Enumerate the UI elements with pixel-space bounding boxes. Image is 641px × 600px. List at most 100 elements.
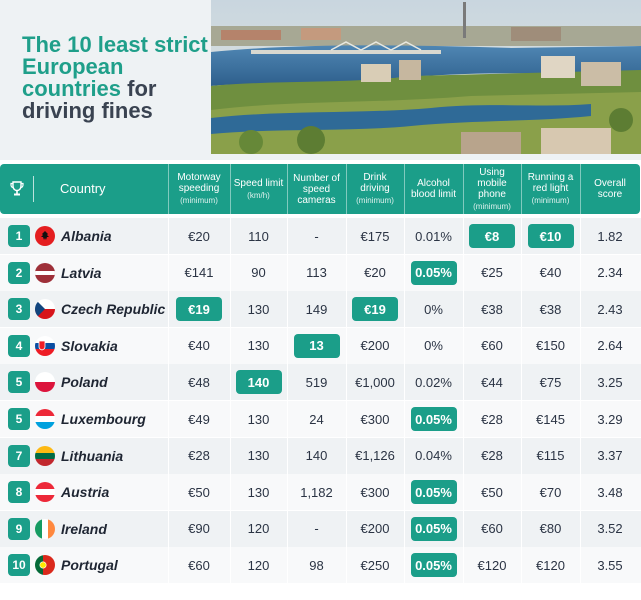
cell-overall: 3.25: [580, 364, 640, 400]
cell-overall: 2.64: [580, 328, 640, 364]
cell-speed-limit: 120: [230, 511, 287, 547]
cell-value: €90: [188, 521, 210, 537]
cell-value: €120: [536, 557, 565, 573]
cell-motorway: €90: [168, 511, 230, 547]
country-name: Latvia: [61, 264, 102, 281]
cell-alcohol: 0%: [404, 328, 463, 364]
header-motorway-sub: (minimum): [180, 196, 218, 205]
highlight-value: 13: [293, 333, 340, 358]
slovakia-flag-icon: [35, 335, 55, 356]
cell-alcohol: 0%: [404, 291, 463, 327]
cell-cameras: -: [287, 218, 346, 254]
table-row: 2 Latvia €141 90 113 €20 0.05% €25 €40 2.34: [0, 254, 641, 291]
cell-motorway: €49: [168, 401, 230, 437]
cell-phone: €50: [463, 474, 521, 510]
cell-red-light: €150: [521, 328, 580, 364]
rank-badge: 2: [8, 261, 30, 284]
cell-cameras: 1,182: [287, 474, 346, 510]
header-cameras: Number of speed cameras: [287, 164, 346, 214]
cell-value: 130: [247, 484, 270, 500]
header-red-light-label: Running a red light: [527, 172, 574, 194]
header-speed-limit-label: Speed limit: [233, 177, 284, 189]
table-row: 8 Austria €50 130 1,182 €300 0.05% €50 €70 3.48: [0, 474, 641, 511]
cell-speed-limit: 130: [230, 474, 287, 510]
cell-value: 130: [247, 411, 270, 427]
country-name: Ireland: [61, 520, 107, 537]
cell-phone: €28: [463, 401, 521, 437]
cell-value: 140: [305, 448, 328, 464]
highlight-value: 0.05%: [410, 407, 457, 431]
cell-value: €141: [184, 265, 214, 281]
cell-value: 3.48: [597, 484, 623, 500]
header-speed-limit: Speed limit (km/h): [230, 164, 287, 214]
cell-value: 3.37: [597, 448, 623, 464]
cell-drink: €175: [346, 218, 404, 254]
cell-value: €49: [188, 411, 210, 427]
cell-phone: €60: [463, 511, 521, 547]
cell-motorway: €19: [168, 291, 230, 327]
cell-phone: €60: [463, 328, 521, 364]
cell-value: €50: [188, 484, 210, 500]
cell-motorway: €60: [168, 547, 230, 583]
cell-drink: €300: [346, 401, 404, 437]
highlight-value: 140: [235, 370, 282, 395]
rank-badge: 9: [8, 517, 30, 540]
header-separator: [168, 164, 169, 214]
cell-speed-limit: 140: [230, 364, 287, 400]
luxembourg-flag-icon: [35, 409, 55, 429]
cell-value: €150: [536, 338, 565, 354]
portugal-flag-icon: [35, 555, 55, 576]
cell-cameras: 519: [287, 364, 346, 400]
column-separator: [404, 214, 405, 586]
country-name: Luxembourg: [61, 411, 146, 427]
cell-value: €175: [360, 228, 390, 244]
cell-alcohol: 0.05%: [404, 255, 463, 291]
cell-overall: 1.82: [580, 218, 640, 254]
cell-phone: €120: [463, 547, 521, 583]
cell-value: 90: [251, 265, 266, 281]
cell-alcohol: 0.04%: [404, 438, 463, 474]
country-name: Slovakia: [61, 337, 118, 354]
cell-motorway: €48: [168, 364, 230, 400]
lithuania-flag-icon: [35, 445, 55, 466]
cell-value: 113: [306, 265, 327, 281]
highlight-value: 0.05%: [410, 516, 457, 541]
table-header: Country Motorway speeding (minimum) Spee…: [0, 164, 640, 214]
cell-red-light: €38: [521, 291, 580, 327]
cell-overall: 3.37: [580, 438, 640, 474]
header-phone-label: Using mobile phone: [477, 166, 507, 200]
column-separator: [287, 214, 288, 586]
country-name: Czech Republic: [61, 301, 166, 318]
country-name: Portugal: [61, 557, 118, 574]
rank-badge: 4: [8, 334, 30, 357]
cell-alcohol: 0.05%: [404, 547, 463, 583]
column-separator: [346, 214, 347, 586]
cell-speed-limit: 120: [230, 547, 287, 583]
cell-value: €28: [481, 448, 503, 464]
cell-speed-limit: 130: [230, 328, 287, 364]
header-cameras-label: Number of speed cameras: [293, 172, 340, 206]
column-separator: [230, 214, 231, 586]
header-separator: [404, 164, 405, 214]
header-speed-limit-sub: (km/h): [247, 190, 270, 200]
cell-value: 120: [247, 521, 270, 537]
cell-overall: 3.55: [580, 547, 640, 583]
trophy-icon: [10, 181, 24, 196]
cell-value: 0%: [424, 301, 443, 317]
cell-value: €250: [360, 557, 390, 573]
cell-value: 98: [309, 557, 324, 573]
cell-value: 0.04%: [415, 448, 452, 464]
cell-value: 519: [305, 374, 328, 390]
header-motorway: Motorway speeding (minimum): [168, 164, 230, 214]
country-name: Austria: [61, 484, 110, 501]
cell-value: 3.25: [597, 374, 623, 390]
cell-overall: 2.43: [580, 291, 640, 327]
header-alcohol: Alcohol blood limit: [404, 164, 463, 214]
cell-alcohol: 0.05%: [404, 474, 463, 510]
country-name: Albania: [61, 228, 112, 244]
country-name: Lithuania: [61, 447, 124, 464]
header-overall-label: Overall score: [594, 178, 626, 200]
cell-overall: 3.48: [580, 474, 640, 510]
cell-value: €28: [188, 448, 210, 464]
cell-phone: €25: [463, 255, 521, 291]
